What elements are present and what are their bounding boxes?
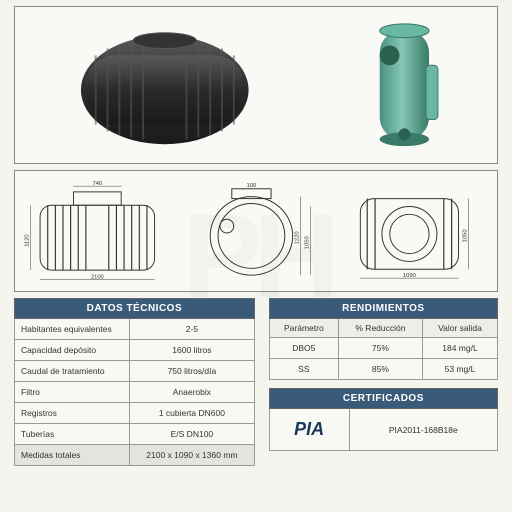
pia-logo: PIA	[294, 419, 324, 439]
product-image-filter	[319, 11, 492, 159]
drawing-section: 1050 1090	[338, 177, 491, 285]
svg-text:1090: 1090	[403, 273, 417, 279]
perf-title: RENDIMIENTOS	[269, 299, 497, 319]
performance-table: RENDIMIENTOS Parámetro % Reducción Valor…	[269, 298, 498, 380]
tech-label: Medidas totales	[15, 445, 130, 466]
perf-col: Valor salida	[422, 319, 497, 338]
tech-data-table: DATOS TÉCNICOS Habitantes equivalentes2-…	[14, 298, 255, 466]
svg-text:2100: 2100	[91, 275, 104, 281]
tech-label: Filtro	[15, 382, 130, 403]
perf-cell: 184 mg/L	[422, 338, 497, 359]
tech-label: Habitantes equivalentes	[15, 319, 130, 340]
perf-cell: SS	[269, 359, 338, 380]
product-images-panel	[14, 6, 498, 164]
tech-label: Capacidad depósito	[15, 340, 130, 361]
technical-drawings-panel: 740 2100 1120 1220 1050 100	[14, 170, 498, 292]
tech-value: 1 cubierta DN600	[130, 403, 255, 424]
tech-value: 2-5	[130, 319, 255, 340]
cert-code: PIA2011-168B18e	[349, 409, 497, 451]
perf-cell: 53 mg/L	[422, 359, 497, 380]
svg-text:740: 740	[93, 181, 103, 187]
svg-text:1050: 1050	[463, 229, 469, 243]
svg-text:1220: 1220	[294, 231, 300, 245]
perf-cell: DBO5	[269, 338, 338, 359]
tech-label: Registros	[15, 403, 130, 424]
tech-value: 2100 x 1090 x 1360 mm	[130, 445, 255, 466]
tech-value: 750 litros/día	[130, 361, 255, 382]
tech-value: Anaerobix	[130, 382, 255, 403]
drawing-side: 1220 1050 100	[180, 177, 333, 285]
tech-title: DATOS TÉCNICOS	[15, 299, 255, 319]
perf-col: Parámetro	[269, 319, 338, 338]
perf-col: % Reducción	[338, 319, 422, 338]
svg-text:100: 100	[246, 183, 257, 189]
perf-cell: 75%	[338, 338, 422, 359]
tech-label: Tuberías	[15, 424, 130, 445]
drawing-front: 740 2100 1120	[21, 177, 174, 285]
tech-value: E/S DN100	[130, 424, 255, 445]
cert-title: CERTIFICADOS	[269, 389, 497, 409]
tables-row: DATOS TÉCNICOS Habitantes equivalentes2-…	[14, 298, 498, 502]
tech-label: Caudal de tratamiento	[15, 361, 130, 382]
perf-cell: 85%	[338, 359, 422, 380]
svg-text:1120: 1120	[25, 234, 31, 246]
certificates-table: CERTIFICADOS PIA PIA2011-168B18e	[269, 388, 498, 451]
product-image-tank	[21, 11, 309, 159]
svg-text:1050: 1050	[304, 236, 310, 250]
tech-value: 1600 litros	[130, 340, 255, 361]
cert-logo-cell: PIA	[269, 409, 349, 451]
